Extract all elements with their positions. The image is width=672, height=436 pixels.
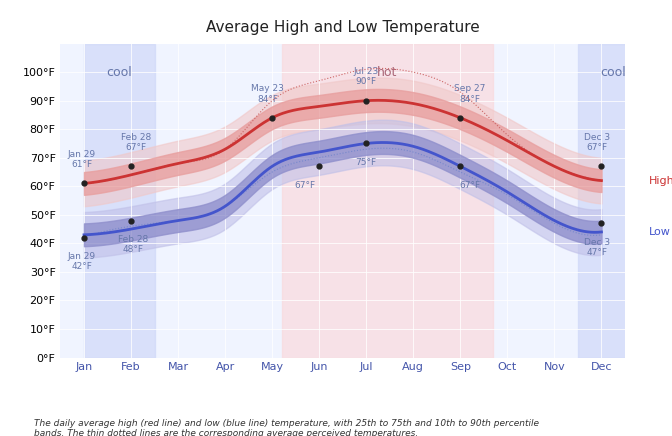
Text: Jul 23
90°F: Jul 23 90°F xyxy=(353,67,379,86)
Text: cool: cool xyxy=(106,65,132,78)
Bar xyxy=(578,44,648,358)
Text: Feb 28
48°F: Feb 28 48°F xyxy=(118,235,149,254)
Text: hot: hot xyxy=(377,65,398,78)
Text: Dec 3
67°F: Dec 3 67°F xyxy=(584,133,610,152)
Bar xyxy=(84,44,155,358)
Text: Feb 28
67°F: Feb 28 67°F xyxy=(120,133,151,152)
Text: Jan 29
42°F: Jan 29 42°F xyxy=(68,252,95,271)
Text: 75°F: 75°F xyxy=(355,158,377,167)
Text: 67°F: 67°F xyxy=(459,181,480,190)
Title: Average High and Low Temperature: Average High and Low Temperature xyxy=(206,20,480,35)
Text: Low: Low xyxy=(648,227,671,237)
Text: 67°F: 67°F xyxy=(294,181,316,190)
Text: cool: cool xyxy=(600,65,626,78)
Text: Jan 29
61°F: Jan 29 61°F xyxy=(68,150,95,169)
Text: The daily average high (red line) and low (blue line) temperature, with 25th to : The daily average high (red line) and lo… xyxy=(34,419,538,436)
Text: Sep 27
84°F: Sep 27 84°F xyxy=(454,84,485,103)
Text: High: High xyxy=(648,176,672,186)
Bar xyxy=(282,44,493,358)
Text: May 23
84°F: May 23 84°F xyxy=(251,84,284,103)
Text: Dec 3
47°F: Dec 3 47°F xyxy=(584,238,610,257)
